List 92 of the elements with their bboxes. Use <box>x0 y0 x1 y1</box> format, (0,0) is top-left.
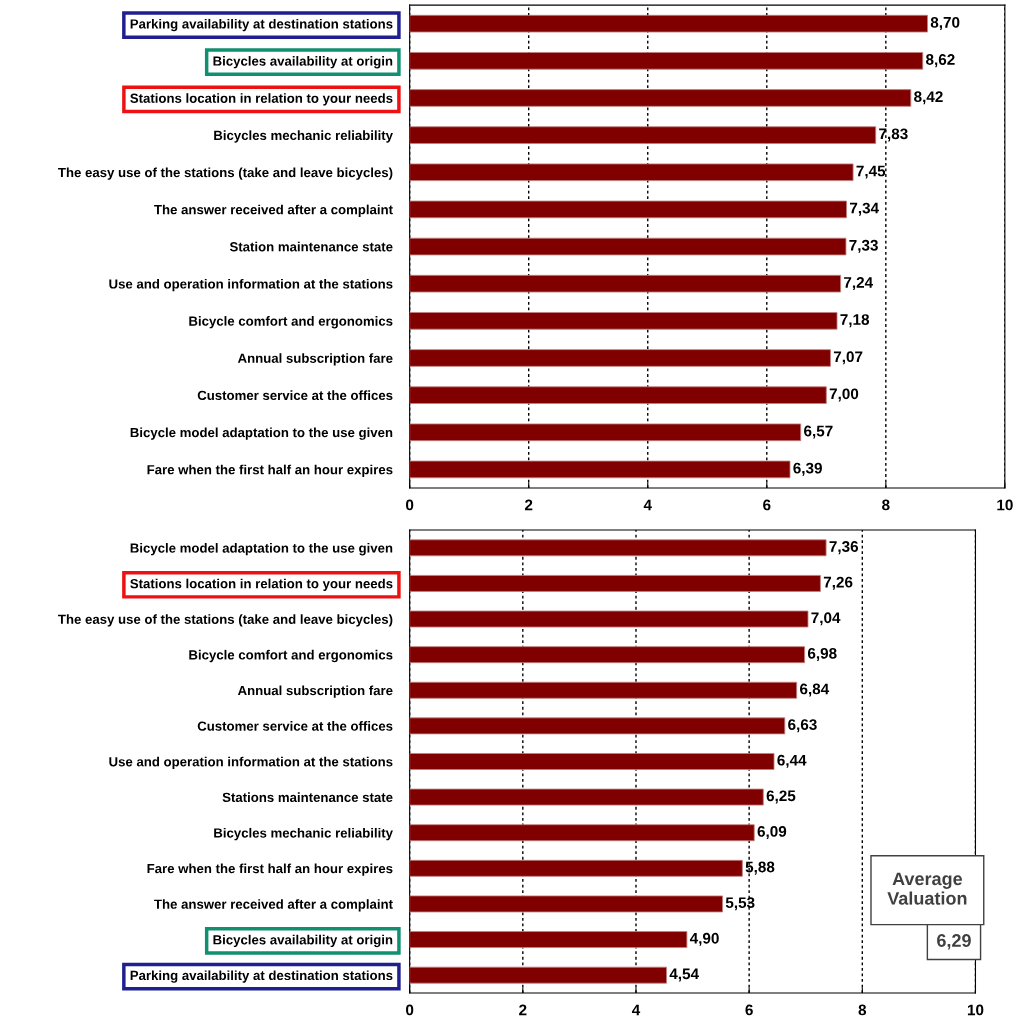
y-tick-label: Bicycles availability at origin <box>213 934 393 948</box>
data-label: 7,07 <box>833 351 863 365</box>
y-tick-label: Bicycle model adaptation to the use given <box>130 427 393 440</box>
data-label: 6,63 <box>788 719 817 733</box>
data-label: 6,98 <box>807 647 837 661</box>
bar <box>409 788 764 806</box>
data-label: 7,33 <box>849 239 878 253</box>
bar <box>409 237 847 256</box>
y-tick-label: Fare when the first half an hour expires <box>147 863 393 876</box>
x-tick-label: 8 <box>882 499 890 511</box>
bar <box>409 89 912 107</box>
bar <box>409 717 786 735</box>
bar <box>409 200 847 219</box>
y-tick-label: Use and operation information at the stations <box>109 278 393 292</box>
data-label: 4,54 <box>669 968 699 982</box>
bar <box>409 575 821 592</box>
bar <box>409 274 842 293</box>
y-tick-label: Bicycles availability at origin <box>213 56 393 69</box>
bar <box>409 966 667 984</box>
x-tick-label: 10 <box>967 1004 984 1016</box>
data-label: 8,42 <box>914 91 943 105</box>
bar <box>409 460 791 479</box>
data-label: 8,70 <box>930 16 960 30</box>
data-label: 7,24 <box>844 276 874 291</box>
y-tick-label: Parking availability at destination stations <box>130 18 393 32</box>
data-label: 7,18 <box>840 314 870 328</box>
data-label: 6,84 <box>800 683 830 697</box>
data-label: 7,45 <box>856 165 886 179</box>
bar <box>409 681 798 699</box>
bar <box>409 423 802 442</box>
x-tick-label: 8 <box>858 1004 867 1016</box>
y-tick-label: The answer received after a complaint <box>154 204 393 217</box>
data-label: 6,09 <box>757 826 787 840</box>
y-tick-label: Stations location in relation to your needs <box>130 578 393 591</box>
bar <box>409 126 877 144</box>
y-tick-label: Use and operation information at the stations <box>109 756 393 770</box>
bar <box>409 859 743 877</box>
y-tick-label: Customer service at the offices <box>197 721 393 731</box>
bar <box>409 753 775 770</box>
y-tick-label: Fare when the first half an hour expires <box>147 464 393 477</box>
y-tick-label: Bicycle comfort and ergonomics <box>189 316 393 329</box>
bar <box>409 610 809 628</box>
y-tick-label: Annual subscription fare <box>237 685 393 698</box>
x-tick-label: 4 <box>643 499 652 511</box>
bar <box>409 895 723 913</box>
data-label: 5,88 <box>745 861 775 875</box>
y-tick-label: Bicycle comfort and ergonomics <box>189 649 393 663</box>
y-tick-label: Bicycles mechanic reliability <box>214 827 393 841</box>
x-tick-label: 6 <box>763 499 771 511</box>
y-tick-label: The easy use of the stations (take and leave bicycles) <box>58 614 393 627</box>
data-label: 7,83 <box>879 128 908 142</box>
data-label: 7,04 <box>811 612 841 626</box>
bar <box>409 163 854 182</box>
y-tick-label: Station maintenance state <box>229 241 393 252</box>
data-label: 6,44 <box>777 754 807 768</box>
x-tick-label: 10 <box>997 499 1013 511</box>
bar <box>409 539 827 557</box>
data-label: 4,90 <box>689 932 719 946</box>
x-tick-label: 6 <box>745 1004 753 1016</box>
bar <box>409 349 831 367</box>
data-label: 8,62 <box>926 54 955 68</box>
y-tick-label: Stations location in relation to your needs <box>130 93 393 106</box>
bar <box>409 646 806 664</box>
annotation: 6,29 <box>937 934 971 950</box>
y-tick-label: Bicycles mechanic reliability <box>214 130 393 143</box>
annotation: Average Valuation <box>887 872 967 905</box>
y-tick-label: Stations maintenance state <box>222 792 393 803</box>
data-label: 6,57 <box>804 425 833 439</box>
x-tick-label: 0 <box>406 1004 414 1016</box>
x-tick-label: 4 <box>631 1004 641 1016</box>
data-label: 7,36 <box>829 541 859 555</box>
x-tick-label: 2 <box>524 499 533 511</box>
y-tick-label: Customer service at the offices <box>197 390 393 401</box>
bar <box>409 312 838 330</box>
y-tick-label: The easy use of the stations (take and leave bicycles) <box>58 167 393 180</box>
y-tick-label: Annual subscription fare <box>237 353 393 366</box>
bar <box>409 52 924 70</box>
bar <box>409 931 688 948</box>
data-label: 6,39 <box>793 462 822 476</box>
y-tick-label: Bicycle model adaptation to the use given <box>130 543 393 556</box>
bar <box>409 14 928 33</box>
y-tick-label: Parking availability at destination stations <box>130 970 393 983</box>
data-label: 5,53 <box>725 897 755 911</box>
data-label: 7,00 <box>829 388 859 402</box>
x-tick-label: 0 <box>406 499 414 511</box>
y-tick-label: The answer received after a complaint <box>154 899 393 912</box>
data-label: 7,34 <box>849 202 879 216</box>
bar <box>409 386 827 404</box>
data-label: 7,26 <box>823 576 853 590</box>
bar <box>409 824 755 842</box>
x-tick-label: 2 <box>519 1004 527 1016</box>
data-label: 6,25 <box>766 790 796 804</box>
